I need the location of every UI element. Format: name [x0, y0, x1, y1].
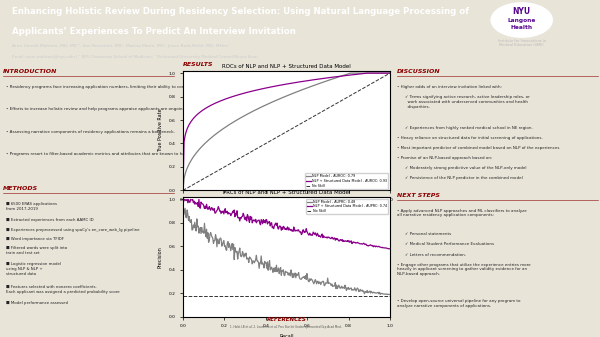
- Text: METHODS: METHODS: [3, 186, 38, 191]
- Circle shape: [491, 3, 553, 37]
- Text: ■ Features selected with nonzero coefficients.
Each applicant was assigned a pre: ■ Features selected with nonzero coeffic…: [7, 285, 120, 294]
- Text: ✓ Letters of recommendation.: ✓ Letters of recommendation.: [405, 252, 466, 256]
- Text: • Residency programs face increasing application numbers, limiting their ability: • Residency programs face increasing app…: [7, 85, 226, 89]
- Text: 1. Holst LB et al; 2. Lourenco et al; Proc Bur Int Underrepresented Grp Acad Med: 1. Holst LB et al; 2. Lourenco et al; Pr…: [230, 325, 343, 329]
- Text: • Engage other programs that utilize the experience entries more
heavily in appl: • Engage other programs that utilize the…: [397, 263, 531, 276]
- X-axis label: Recall: Recall: [279, 334, 294, 337]
- Text: DISCUSSION: DISCUSSION: [397, 69, 441, 74]
- Text: RESULTS: RESULTS: [183, 62, 214, 67]
- Legend: NLP Model - AUPRC: 0.48, NLP + Structured Data Model - AUPRC: 0.74, No Skill: NLP Model - AUPRC: 0.48, NLP + Structure…: [306, 199, 388, 214]
- Text: ✓ Terms signifying active research, active leadership roles, or
  work associate: ✓ Terms signifying active research, acti…: [405, 95, 530, 109]
- Text: • Develop open-source universal pipeline for any program to
analyze narrative co: • Develop open-source universal pipeline…: [397, 299, 521, 308]
- Text: ■ Filtered words were split into
train and test set: ■ Filtered words were split into train a…: [7, 246, 68, 255]
- Text: • Apply advanced NLP approaches and ML classifiers to analyze
all narrative resi: • Apply advanced NLP approaches and ML c…: [397, 209, 527, 217]
- Text: ✓ Experiences from highly ranked medical school in NE region.: ✓ Experiences from highly ranked medical…: [405, 125, 533, 129]
- Text: • Promise of an NLP-based approach based on:: • Promise of an NLP-based approach based…: [397, 156, 493, 160]
- Legend: NLP Model - AUROC: 0.79, NLP + Structured Data Model - AUROC: 0.93, No Skill: NLP Model - AUROC: 0.79, NLP + Structure…: [305, 174, 388, 189]
- Text: ■ 6500 ERAS applications
from 2017-2019: ■ 6500 ERAS applications from 2017-2019: [7, 203, 58, 211]
- Title: PRCs of NLP and NLP + Structured Data Model: PRCs of NLP and NLP + Structured Data Mo…: [223, 190, 350, 195]
- Text: NEXT STEPS: NEXT STEPS: [397, 193, 440, 198]
- Text: ■ Word importance via TFIDF: ■ Word importance via TFIDF: [7, 237, 64, 241]
- Y-axis label: True Positive Rate: True Positive Rate: [158, 109, 163, 152]
- Text: ✓ Persistence of the NLP predictor in the combined model: ✓ Persistence of the NLP predictor in th…: [405, 176, 523, 180]
- Text: ■ Extracted experiences from each AAMC ID: ■ Extracted experiences from each AAMC I…: [7, 218, 94, 222]
- Text: ■ Logistic regression model
using NLP & NLP +
structured data: ■ Logistic regression model using NLP & …: [7, 263, 61, 276]
- Text: Arun Umesh Mahtani, MD, MS¹², Ilan Reinstein, MS¹, Marina Marin, MS¹, Jesse Burk: Arun Umesh Mahtani, MD, MS¹², Ilan Reins…: [12, 44, 230, 48]
- Text: ✓ Personal statements: ✓ Personal statements: [405, 232, 451, 236]
- Text: Applicants’ Experiences To Predict An Interview Invitation: Applicants’ Experiences To Predict An In…: [12, 27, 296, 36]
- Text: Institute for Innovations in
Medical Education (IiME): Institute for Innovations in Medical Edu…: [498, 39, 546, 47]
- Text: NYU: NYU: [512, 7, 531, 17]
- Text: • Most important predictor of combined model based on NLP of the experiences: • Most important predictor of combined m…: [397, 146, 560, 150]
- Text: • Heavy reliance on structured data for initial screening of applications.: • Heavy reliance on structured data for …: [397, 136, 543, 140]
- Text: ■ Model performance assessed: ■ Model performance assessed: [7, 301, 68, 305]
- Y-axis label: Precision: Precision: [158, 246, 163, 268]
- Text: ✓ Medical Student Performance Evaluations: ✓ Medical Student Performance Evaluation…: [405, 242, 494, 246]
- Text: ✓ Moderately strong predictive value of the NLP-only model: ✓ Moderately strong predictive value of …: [405, 166, 527, 170]
- Text: • Programs resort to filter-based academic metrics and attributes that are known: • Programs resort to filter-based academ…: [7, 152, 268, 156]
- Text: ■ Experiences preprocessed using spaCy’s en_core_web_lg pipeline: ■ Experiences preprocessed using spaCy’s…: [7, 228, 140, 232]
- Text: REFERENCES: REFERENCES: [266, 317, 307, 323]
- X-axis label: False Positive Rate: False Positive Rate: [264, 208, 309, 213]
- Title: ROCs of NLP and NLP + Structured Data Model: ROCs of NLP and NLP + Structured Data Mo…: [222, 64, 351, 69]
- Text: • Assessing narrative components of residency applications remains a bottleneck.: • Assessing narrative components of resi…: [7, 129, 175, 133]
- Text: INTRODUCTION: INTRODUCTION: [3, 69, 58, 74]
- Text: • Efforts to increase holistic review and help programs appraise applicants are : • Efforts to increase holistic review an…: [7, 108, 190, 112]
- Text: Enhancing Holistic Review During Residency Selection: Using Natural Language Pro: Enhancing Holistic Review During Residen…: [12, 7, 469, 16]
- Text: Email: arun.mahtani@nyu.edu | ¹ NYU Grossman School of Medicine, ² Richmond Univ: Email: arun.mahtani@nyu.edu | ¹ NYU Gros…: [12, 55, 257, 59]
- Text: Langone: Langone: [508, 18, 536, 23]
- Text: • Higher odds of an interview invitation linked with:: • Higher odds of an interview invitation…: [397, 85, 502, 89]
- Text: Health: Health: [511, 25, 533, 30]
